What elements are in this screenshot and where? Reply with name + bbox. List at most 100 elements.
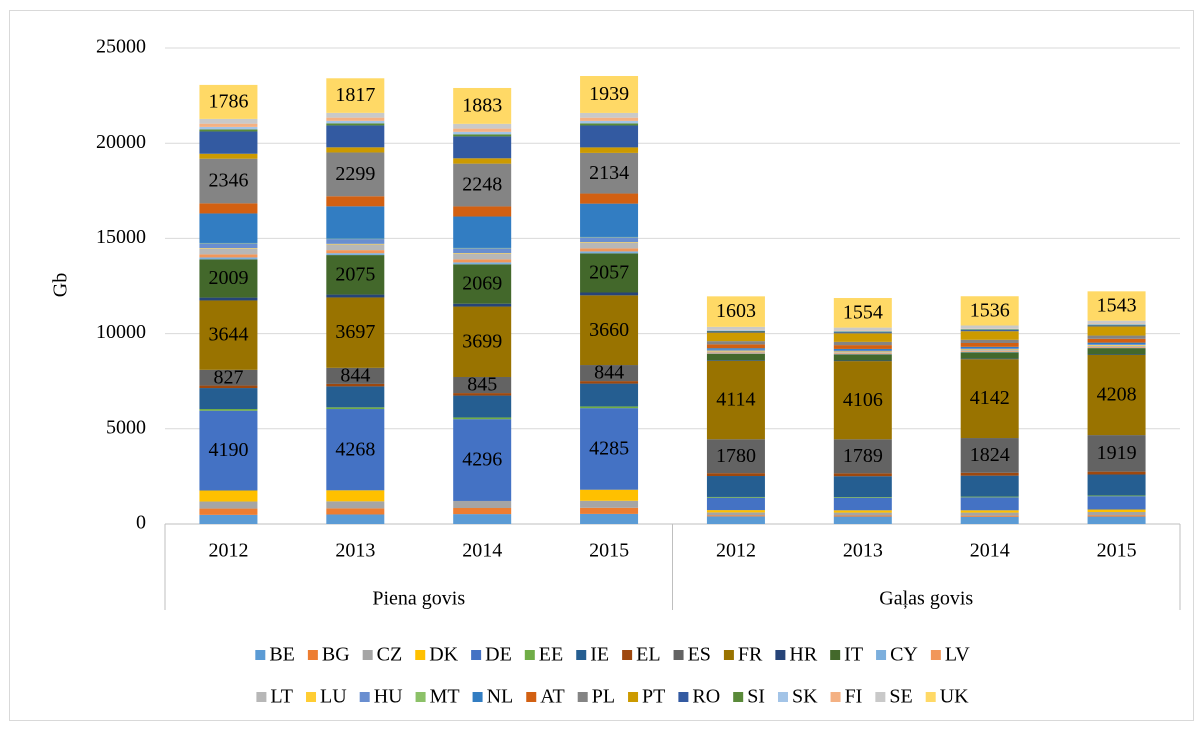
- bar-segment: [706, 344, 765, 349]
- data-label: 3644: [208, 324, 248, 346]
- bar-segment: [706, 515, 765, 517]
- bar-segment: [326, 196, 385, 207]
- bar-segment: [580, 123, 639, 126]
- legend-swatch: [472, 692, 483, 702]
- bar-segment: [706, 348, 765, 350]
- bar-segment: [199, 490, 258, 502]
- legend-label: BE: [269, 644, 295, 666]
- bar-segment: [199, 203, 258, 214]
- bar-segment: [453, 136, 512, 159]
- bar-segment: [453, 123, 512, 129]
- bar-segment: [580, 242, 639, 243]
- legend-swatch: [925, 692, 936, 702]
- bar-segment: [453, 253, 512, 260]
- data-label: 1536: [970, 299, 1010, 321]
- bar-segment: [326, 255, 385, 295]
- legend-label: MT: [430, 686, 460, 708]
- data-label: 1780: [716, 445, 756, 467]
- bar-segment: [1087, 345, 1146, 347]
- bar-segment: [706, 341, 765, 345]
- data-label: 2057: [589, 262, 629, 284]
- bar-segment: [580, 365, 639, 382]
- bar-segment: [706, 351, 765, 353]
- bar-segment: [580, 295, 639, 366]
- legend-swatch: [622, 650, 633, 660]
- bar-segment: [833, 330, 892, 332]
- bar-segment: [199, 508, 258, 515]
- bar-segment: [960, 349, 1019, 351]
- group-label: Gaļas govis: [879, 588, 973, 610]
- bar-segment: [960, 358, 1019, 360]
- bar-segment: [706, 350, 765, 352]
- bar-segment: [199, 248, 258, 255]
- legend-swatch: [524, 650, 535, 660]
- x-tick-label: 2015: [1097, 540, 1137, 562]
- bar-segment: [199, 118, 258, 124]
- legend-swatch: [306, 692, 317, 702]
- bar-segment: [326, 386, 385, 408]
- bar-segment: [706, 349, 765, 351]
- bar-segment: [1087, 324, 1146, 326]
- y-tick-label: 0: [136, 512, 146, 534]
- legend-label: SI: [747, 686, 765, 708]
- bar-segment: [1087, 325, 1146, 327]
- bar-segment: [960, 351, 1019, 352]
- bar-segment: [833, 345, 892, 349]
- y-tick-label: 10000: [96, 321, 146, 343]
- bar-segment: [706, 296, 765, 327]
- bar-segment: [833, 510, 892, 513]
- bar-segment: [199, 410, 258, 491]
- legend-label: IE: [590, 644, 609, 666]
- bar-segment: [960, 359, 1019, 439]
- bar-segment: [326, 152, 385, 197]
- bar-segment: [580, 117, 639, 121]
- bar-segment: [580, 489, 639, 501]
- bar-segment: [453, 306, 512, 377]
- bar-segment: [833, 353, 892, 355]
- bar-segment: [960, 339, 1019, 344]
- bar-segment: [199, 501, 258, 509]
- data-label: 2134: [589, 162, 629, 184]
- legend-label: RO: [692, 686, 720, 708]
- data-label: 4114: [716, 389, 755, 411]
- bar-segment: [326, 508, 385, 515]
- bar-segment: [326, 514, 385, 524]
- bar-segment: [199, 153, 258, 159]
- legend-label: FI: [845, 686, 863, 708]
- bar-segment: [580, 381, 639, 384]
- bar-segment: [580, 112, 639, 118]
- x-tick-label: 2013: [335, 540, 375, 562]
- bar-segment: [199, 129, 258, 132]
- bar-segment: [326, 120, 385, 124]
- bar-segment: [1087, 496, 1146, 510]
- bar-segment: [706, 353, 765, 361]
- bar-segment: [706, 360, 765, 440]
- bar-segment: [580, 248, 639, 252]
- data-label: 1939: [589, 83, 629, 105]
- data-label: 1786: [208, 90, 248, 112]
- bar-segment: [960, 496, 1019, 498]
- bar-segment: [706, 510, 765, 513]
- bar-segment: [1087, 344, 1146, 346]
- bar-segment: [580, 383, 639, 407]
- bar-segment: [199, 297, 258, 301]
- data-label: 4208: [1097, 384, 1137, 406]
- bar-segment: [199, 248, 258, 249]
- legend-label: PL: [592, 686, 615, 708]
- legend-swatch: [628, 692, 639, 702]
- bar-segment: [453, 158, 512, 164]
- bar-segment: [960, 296, 1019, 326]
- bar-segment: [199, 514, 258, 524]
- bar-segment: [706, 332, 765, 342]
- legend-label: DE: [485, 644, 512, 666]
- bar-segment: [1087, 326, 1146, 336]
- bar-segment: [833, 497, 892, 511]
- bar-segment: [960, 438, 1019, 473]
- bar-segment: [453, 128, 512, 132]
- legend-swatch: [830, 650, 841, 660]
- bar-segment: [706, 496, 765, 498]
- legend-swatch: [930, 650, 941, 660]
- bar-segment: [199, 158, 258, 204]
- bar-segment: [453, 87, 512, 124]
- bar-segment: [706, 360, 765, 361]
